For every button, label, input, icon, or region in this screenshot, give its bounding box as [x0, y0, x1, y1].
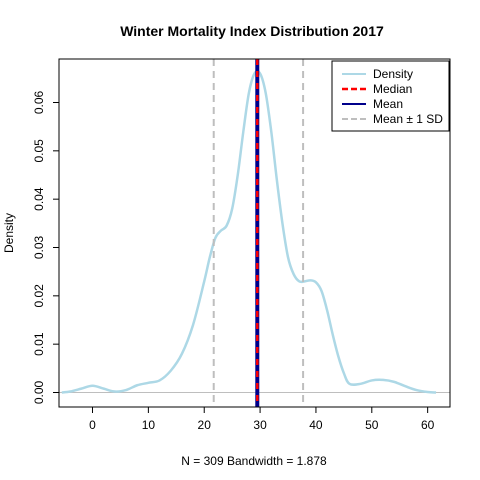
- y-tick-label: 0.01: [32, 332, 46, 356]
- x-axis: 0 10 20 30 40 50 60: [89, 407, 434, 432]
- x-tick-label: 10: [142, 418, 156, 432]
- legend-label-mean: Mean: [373, 97, 403, 111]
- x-tick-label: 30: [253, 418, 267, 432]
- x-tick-label: 20: [198, 418, 212, 432]
- legend-label-sd: Mean ± 1 SD: [373, 112, 443, 126]
- y-tick-label: 0.02: [32, 284, 46, 308]
- legend-label-density: Density: [373, 67, 413, 81]
- x-tick-label: 60: [421, 418, 435, 432]
- legend: Density Median Mean Mean ± 1 SD: [332, 61, 449, 131]
- legend-label-median: Median: [373, 82, 412, 96]
- y-tick-label: 0.03: [32, 235, 46, 259]
- y-tick-label: 0.05: [32, 139, 46, 163]
- y-axis-label: Density: [2, 213, 16, 253]
- x-tick-label: 0: [89, 418, 96, 432]
- x-tick-label: 50: [365, 418, 379, 432]
- y-tick-label: 0.00: [32, 380, 46, 404]
- x-axis-label: N = 309 Bandwidth = 1.878: [181, 454, 327, 468]
- chart-title: Winter Mortality Index Distribution 2017: [120, 23, 384, 39]
- y-tick-label: 0.04: [32, 187, 46, 211]
- x-tick-label: 40: [309, 418, 323, 432]
- y-tick-label: 0.06: [32, 90, 46, 114]
- y-axis: 0.00 0.01 0.02 0.03 0.04 0.05 0.06: [32, 90, 59, 404]
